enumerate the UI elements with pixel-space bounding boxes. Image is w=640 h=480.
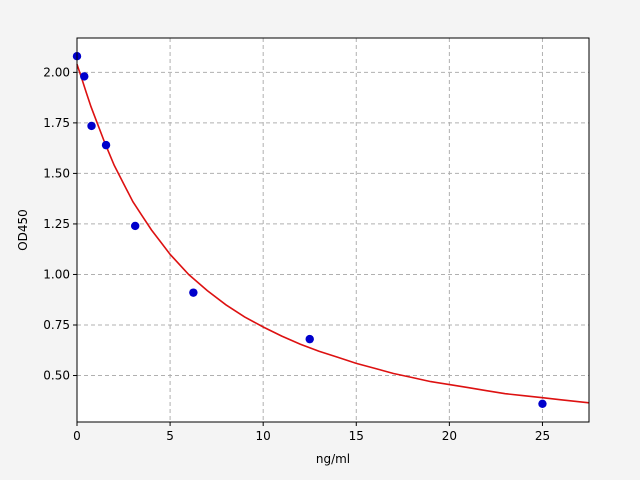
- data-point: [101, 140, 111, 150]
- fit-curve-line: [76, 64, 590, 404]
- data-point: [87, 121, 96, 131]
- axis-ticks: 0 5 10 15 20 25 0.50 0.75 1.00 1.25 1.50 1.75 2.00: [43, 65, 550, 443]
- data-point: [538, 399, 547, 409]
- y-tick-label: 0.75: [43, 318, 70, 332]
- y-axis-label: OD450: [16, 209, 30, 251]
- data-point: [130, 221, 140, 231]
- y-tick-label: 1.25: [43, 217, 70, 231]
- data-point: [189, 288, 198, 297]
- x-tick-label: 20: [442, 429, 457, 443]
- plot-area: [77, 38, 589, 422]
- x-tick-label: 10: [256, 429, 271, 443]
- x-tick-label: 15: [349, 429, 364, 443]
- x-tick-label: 0: [73, 429, 81, 443]
- y-tick-label: 2.00: [43, 65, 70, 79]
- data-points-layer: [72, 51, 547, 409]
- fit-curve-layer: [76, 64, 590, 404]
- plot-frame: [76, 37, 590, 423]
- grid-lines: [77, 38, 589, 422]
- x-tick-label: 25: [535, 429, 550, 443]
- y-tick-label: 0.50: [43, 369, 70, 383]
- data-point: [305, 334, 314, 344]
- y-tick-label: 1.00: [43, 267, 70, 281]
- x-tick-label: 5: [166, 429, 174, 443]
- y-tick-label: 1.50: [43, 166, 70, 180]
- y-tick-label: 1.75: [43, 116, 70, 130]
- x-axis-label: ng/ml: [316, 452, 350, 466]
- data-point: [80, 72, 89, 81]
